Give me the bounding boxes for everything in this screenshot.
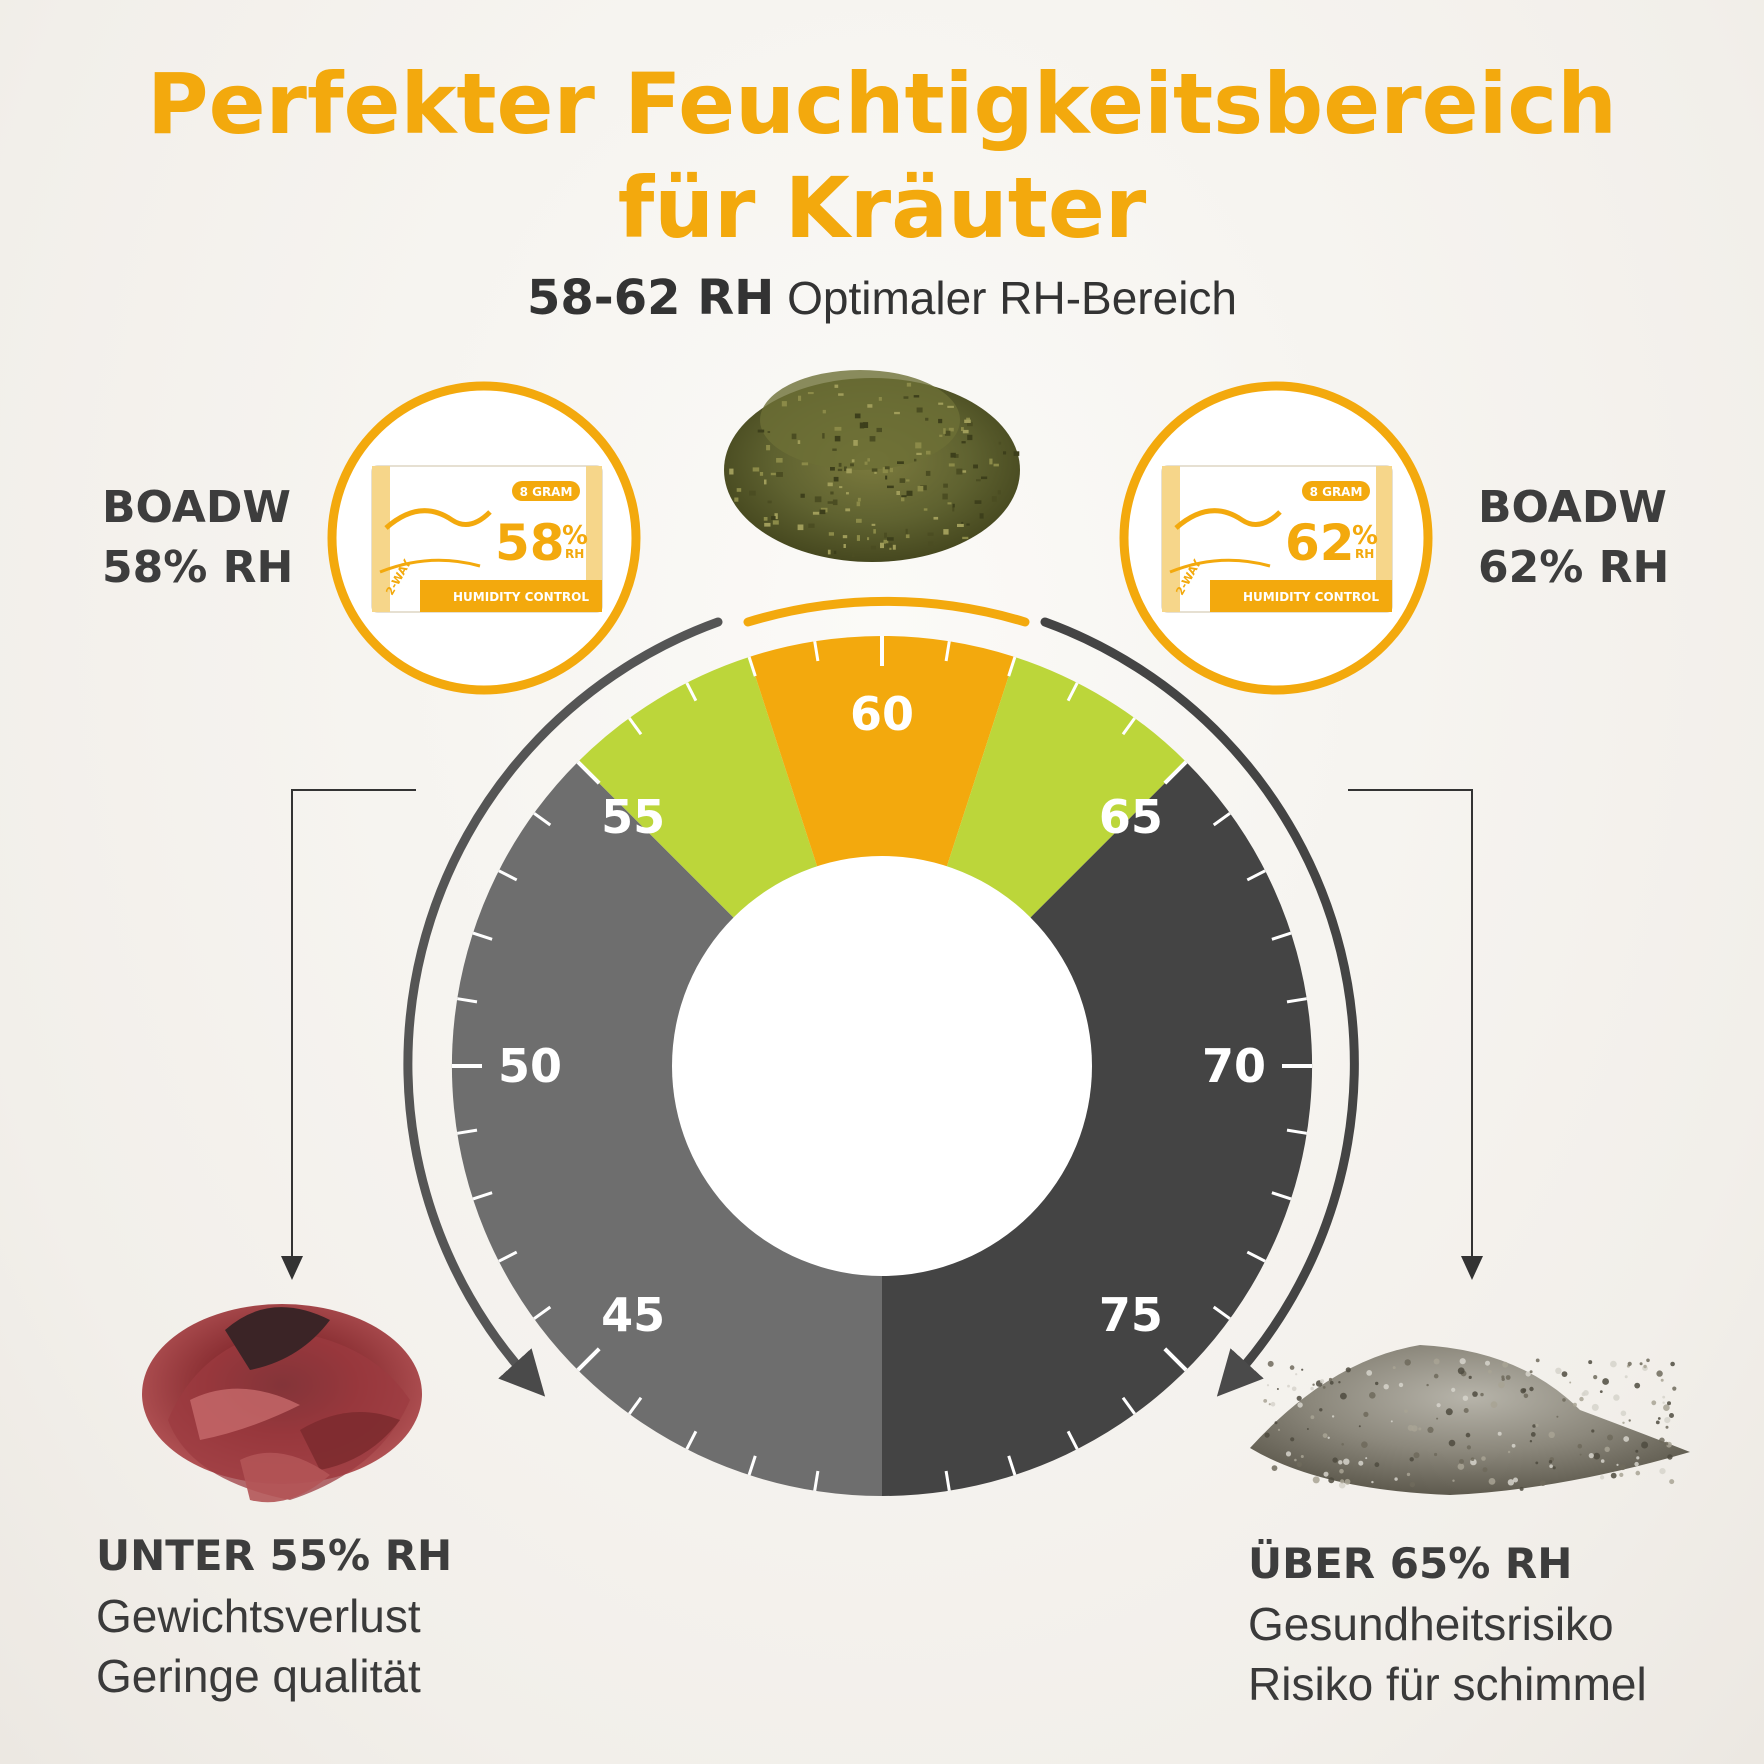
- right-brand-label: BOADW 62% RH: [1478, 478, 1669, 598]
- gauge-label-45: 45: [601, 1288, 665, 1342]
- gauge-tick: [944, 641, 951, 662]
- gauge-zone-4: [882, 761, 1313, 1496]
- subtitle-label: Optimaler RH-Bereich: [787, 272, 1238, 324]
- svg-text:RH: RH: [565, 547, 584, 561]
- gauge-center: [672, 856, 1092, 1276]
- gauge-tick: [1212, 812, 1231, 827]
- gauge-tick: [498, 1250, 518, 1263]
- high-humidity-line-1: Gesundheitsrisiko: [1248, 1598, 1614, 1650]
- gauge-label-50: 50: [498, 1039, 562, 1093]
- svg-text:%: %: [1352, 521, 1378, 551]
- gauge-tick: [813, 1470, 820, 1491]
- gauge-tick: [1271, 931, 1292, 941]
- svg-text:%: %: [562, 521, 588, 551]
- gauge-tick: [1007, 656, 1017, 677]
- low-humidity-line-1: Gewichtsverlust: [96, 1590, 421, 1642]
- svg-text:RH: RH: [1355, 547, 1374, 561]
- dried-rose-image: [142, 1304, 422, 1503]
- gauge-tick: [1163, 760, 1188, 785]
- gauge-zone-0: [451, 761, 882, 1496]
- left-humidity-pack: 8 GRAM 58 % RH HUMIDITY CONTROL 2-WAY: [327, 381, 641, 695]
- gauge-tick: [457, 997, 478, 1004]
- gauge-tick-labels: 45 50 55 60 65 70 75: [498, 687, 1266, 1342]
- gauge-tick: [1066, 1430, 1079, 1450]
- gauge-label-75: 75: [1099, 1288, 1163, 1342]
- gauge-zone-2: [749, 635, 1015, 1066]
- right-brand-name: BOADW: [1478, 482, 1667, 533]
- low-humidity-note: UNTER 55% RH Gewichtsverlust Geringe qua…: [96, 1526, 452, 1706]
- svg-text:8 GRAM: 8 GRAM: [520, 485, 573, 499]
- gauge-tick: [1286, 997, 1307, 1004]
- gauge-tick: [628, 1396, 643, 1415]
- gauge-label-55: 55: [601, 790, 665, 844]
- left-range-arrow: [403, 617, 723, 1397]
- gauge-label-65: 65: [1099, 790, 1163, 844]
- gauge-tick: [472, 1191, 493, 1201]
- gauge-tick: [1066, 682, 1079, 702]
- low-humidity-line-2: Geringe qualität: [96, 1650, 421, 1702]
- gauge-tick: [685, 682, 698, 702]
- gauge-tick: [1212, 1305, 1231, 1320]
- gauge-tick: [457, 1128, 478, 1135]
- moldy-herbs-image: [1250, 1345, 1690, 1495]
- title-line-1: Perfekter Feuchtigkeitsbereich: [147, 55, 1617, 153]
- left-connector-arrow-icon: [281, 1256, 303, 1280]
- gauge-tick: [1286, 1128, 1307, 1135]
- gauge-tick: [1271, 1191, 1292, 1201]
- gauge-tick: [685, 1430, 698, 1450]
- left-brand-label: BOADW 58% RH: [102, 478, 293, 598]
- gauge-tick: [1007, 1455, 1017, 1476]
- gauge-tick: [944, 1470, 951, 1491]
- gauge-tick: [576, 760, 601, 785]
- high-humidity-line-2: Risiko für schimmel: [1248, 1658, 1647, 1710]
- gauge-tick: [1121, 1396, 1136, 1415]
- subtitle-range: 58-62 RH: [526, 270, 775, 326]
- left-connector-line: [291, 789, 416, 1266]
- gauge-ticks: [452, 636, 1312, 1491]
- gauge-tick: [1163, 1347, 1188, 1372]
- high-humidity-heading: ÜBER 65% RH: [1248, 1539, 1573, 1588]
- gauge-tick: [747, 656, 757, 677]
- svg-text:HUMIDITY CONTROL: HUMIDITY CONTROL: [1243, 590, 1379, 604]
- low-humidity-heading: UNTER 55% RH: [96, 1531, 453, 1580]
- svg-text:8 GRAM: 8 GRAM: [1310, 485, 1363, 499]
- high-humidity-note: ÜBER 65% RH Gesundheitsrisiko Risiko für…: [1248, 1534, 1647, 1714]
- gauge-tick: [747, 1455, 757, 1476]
- gauge-label-60: 60: [850, 687, 914, 741]
- right-connector-arrow-icon: [1461, 1256, 1483, 1280]
- optimal-range-arc: [743, 596, 1030, 627]
- right-humidity-pack: 8 GRAM 62 % RH HUMIDITY CONTROL 2-WAY: [1119, 381, 1433, 695]
- gauge-tick: [1246, 1250, 1266, 1263]
- right-range-arrow: [1040, 617, 1359, 1397]
- svg-text:58: 58: [495, 514, 565, 572]
- title-line-2: für Kräuter: [617, 159, 1147, 257]
- gauge-tick: [813, 641, 820, 662]
- svg-text:HUMIDITY CONTROL: HUMIDITY CONTROL: [453, 590, 589, 604]
- gauge-tick: [498, 869, 518, 882]
- dried-herbs-image: [724, 370, 1020, 562]
- gauge-tick: [472, 931, 493, 941]
- gauge-tick: [1246, 869, 1266, 882]
- gauge-tick: [533, 1305, 552, 1320]
- gauge-tick: [576, 1347, 601, 1372]
- subtitle: 58-62 RH Optimaler RH-Bereich: [0, 270, 1764, 326]
- page-title: Perfekter Feuchtigkeitsbereich für Kräut…: [0, 52, 1764, 260]
- gauge-tick: [628, 717, 643, 736]
- gauge-tick: [533, 812, 552, 827]
- right-brand-rh: 62% RH: [1478, 542, 1670, 593]
- gauge-tick: [1121, 717, 1136, 736]
- gauge-label-70: 70: [1202, 1039, 1266, 1093]
- left-brand-name: BOADW: [102, 482, 291, 533]
- svg-text:62: 62: [1285, 514, 1355, 572]
- left-brand-rh: 58% RH: [102, 542, 294, 593]
- right-connector-line: [1348, 789, 1473, 1266]
